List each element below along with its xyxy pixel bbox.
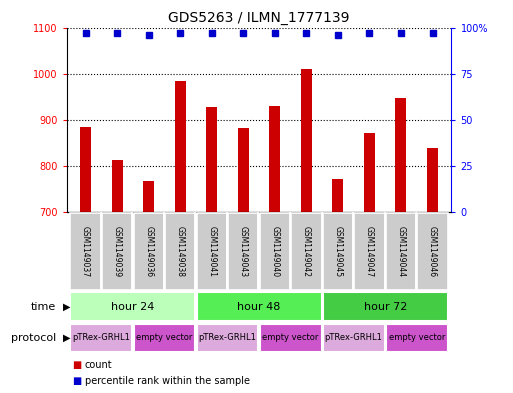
Bar [238, 128, 249, 212]
Text: ▶: ▶ [63, 301, 70, 312]
Bar [112, 160, 123, 212]
Text: hour 24: hour 24 [111, 301, 154, 312]
Text: empty vector: empty vector [388, 334, 445, 342]
Text: count: count [85, 360, 112, 371]
Bar [291, 213, 322, 290]
Bar [427, 149, 438, 212]
Bar [418, 213, 448, 290]
Bar [102, 213, 132, 290]
Text: GSM1149045: GSM1149045 [333, 226, 342, 277]
Text: protocol: protocol [11, 333, 56, 343]
Text: pTRex-GRHL1: pTRex-GRHL1 [72, 334, 130, 342]
Bar [165, 213, 195, 290]
Bar [196, 324, 259, 352]
Text: ▶: ▶ [63, 333, 70, 343]
Text: GSM1149037: GSM1149037 [81, 226, 90, 277]
Bar [301, 69, 312, 212]
Text: GSM1149047: GSM1149047 [365, 226, 374, 277]
Text: GSM1149041: GSM1149041 [207, 226, 216, 277]
Text: hour 48: hour 48 [238, 301, 281, 312]
Bar [386, 213, 416, 290]
Text: GSM1149046: GSM1149046 [428, 226, 437, 277]
Bar [196, 292, 322, 321]
Bar [206, 107, 218, 212]
Bar [260, 213, 290, 290]
Text: GSM1149042: GSM1149042 [302, 226, 311, 277]
Bar [133, 213, 164, 290]
Bar [332, 178, 343, 212]
Bar [228, 213, 259, 290]
Bar [386, 324, 448, 352]
Text: empty vector: empty vector [136, 334, 193, 342]
Text: time: time [31, 301, 56, 312]
Bar [70, 213, 101, 290]
Bar [80, 127, 91, 212]
Text: GSM1149044: GSM1149044 [397, 226, 405, 277]
Bar [196, 213, 227, 290]
Text: GSM1149038: GSM1149038 [176, 226, 185, 277]
Text: GSM1149036: GSM1149036 [144, 226, 153, 277]
Text: GSM1149039: GSM1149039 [113, 226, 122, 277]
Text: GSM1149040: GSM1149040 [270, 226, 280, 277]
Bar [323, 292, 448, 321]
Bar [323, 213, 353, 290]
Text: percentile rank within the sample: percentile rank within the sample [85, 376, 250, 386]
Text: empty vector: empty vector [263, 334, 319, 342]
Text: ■: ■ [72, 376, 81, 386]
Bar [269, 106, 280, 212]
Title: GDS5263 / ILMN_1777139: GDS5263 / ILMN_1777139 [168, 11, 350, 25]
Bar [354, 213, 385, 290]
Bar [323, 324, 385, 352]
Text: GSM1149043: GSM1149043 [239, 226, 248, 277]
Text: pTRex-GRHL1: pTRex-GRHL1 [325, 334, 383, 342]
Bar [364, 133, 375, 212]
Bar [175, 81, 186, 212]
Bar [133, 324, 195, 352]
Bar [260, 324, 322, 352]
Bar [143, 181, 154, 212]
Text: ■: ■ [72, 360, 81, 371]
Text: hour 72: hour 72 [364, 301, 407, 312]
Bar [70, 324, 132, 352]
Bar [70, 292, 195, 321]
Text: pTRex-GRHL1: pTRex-GRHL1 [199, 334, 256, 342]
Bar [396, 98, 406, 212]
